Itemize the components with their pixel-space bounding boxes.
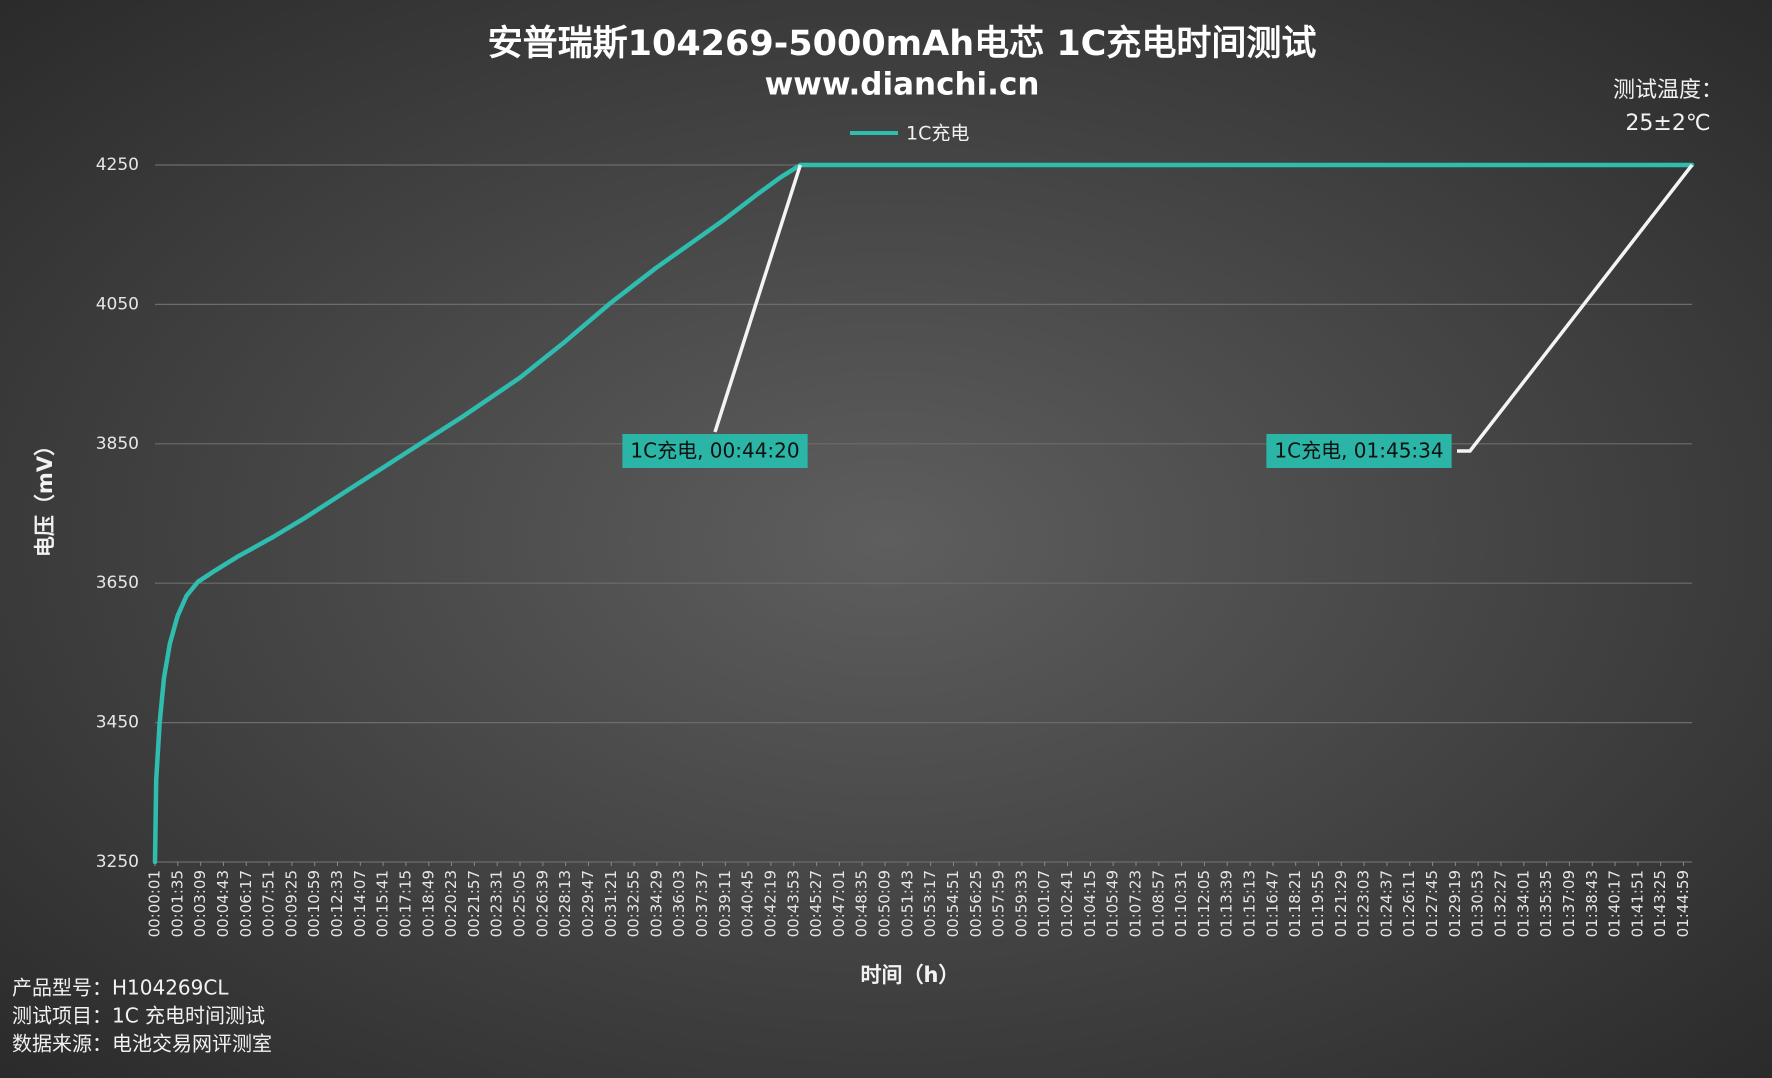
- x-tick-label: 00:59:33: [1012, 870, 1030, 937]
- x-tick-label: 00:21:57: [465, 870, 483, 937]
- x-tick-label: 01:15:13: [1241, 870, 1259, 937]
- chart-subtitle: www.dianchi.cn: [765, 67, 1040, 103]
- y-tick-label: 3250: [96, 852, 139, 872]
- x-tick-label: 00:26:39: [533, 870, 551, 937]
- annotation-box: [1266, 434, 1452, 468]
- x-tick-label: 00:39:11: [716, 870, 734, 937]
- x-tick-label: 00:43:53: [784, 870, 802, 937]
- x-tick-label: 01:19:55: [1309, 870, 1327, 937]
- x-tick-label: 00:10:59: [305, 870, 323, 937]
- x-tick-label: 00:45:27: [807, 870, 825, 937]
- x-tick-label: 00:40:45: [739, 870, 757, 937]
- x-tick-label: 00:31:21: [602, 870, 620, 937]
- x-tick-label: 01:44:59: [1674, 870, 1692, 937]
- x-tick-label: 01:10:31: [1172, 870, 1190, 937]
- x-axis-title: 时间（h）: [861, 963, 960, 987]
- x-tick-label: 01:23:03: [1355, 870, 1373, 937]
- corner-note: 测试温度：: [1613, 78, 1723, 103]
- x-tick-label: 01:40:17: [1606, 870, 1624, 937]
- footer-note: 测试项目：1C 充电时间测试: [12, 1004, 265, 1028]
- x-tick-label: 00:54:51: [944, 870, 962, 937]
- x-tick-label: 01:16:47: [1263, 870, 1281, 937]
- x-tick-label: 00:57:59: [990, 870, 1008, 937]
- legend-label: 1C充电: [906, 123, 969, 145]
- x-tick-label: 01:04:15: [1081, 870, 1099, 937]
- corner-note: 25±2℃: [1625, 111, 1710, 136]
- x-tick-label: 01:24:37: [1377, 870, 1395, 937]
- x-tick-label: 01:18:21: [1286, 870, 1304, 937]
- x-tick-label: 01:35:35: [1537, 870, 1555, 937]
- annotation-label: 1C充电, 00:44:20: [630, 439, 799, 463]
- x-tick-label: 00:17:15: [396, 870, 414, 937]
- x-tick-label: 00:53:17: [921, 870, 939, 937]
- annotation-label: 1C充电, 01:45:34: [1274, 439, 1443, 463]
- x-tick-label: 00:48:35: [853, 870, 871, 937]
- x-tick-label: 01:34:01: [1514, 870, 1532, 937]
- x-tick-label: 00:07:51: [260, 870, 278, 937]
- x-tick-label: 01:12:05: [1195, 870, 1213, 937]
- footer-note: 产品型号：H104269CL: [12, 976, 229, 1000]
- annotation-leader: [1457, 163, 1694, 453]
- x-tick-label: 00:01:35: [168, 870, 186, 937]
- footer-note: 数据来源：电池交易网评测室: [12, 1032, 272, 1056]
- x-tick-label: 00:12:33: [328, 870, 346, 937]
- x-tick-label: 00:14:07: [351, 870, 369, 937]
- x-tick-label: 00:37:37: [693, 870, 711, 937]
- x-tick-label: 00:00:01: [146, 870, 164, 937]
- x-tick-label: 00:56:25: [967, 870, 985, 937]
- x-tick-label: 00:03:09: [191, 870, 209, 937]
- x-tick-label: 01:02:41: [1058, 870, 1076, 937]
- x-tick-label: 00:18:49: [419, 870, 437, 937]
- y-tick-label: 3450: [96, 713, 139, 733]
- y-tick-label: 3850: [96, 434, 139, 454]
- x-tick-label: 00:32:55: [625, 870, 643, 937]
- annotation-leader: [713, 164, 802, 433]
- x-tick-label: 01:32:27: [1491, 870, 1509, 937]
- annotation-box: [622, 434, 808, 468]
- x-tick-label: 01:30:53: [1469, 870, 1487, 937]
- x-tick-label: 01:01:07: [1035, 870, 1053, 937]
- x-tick-label: 01:43:25: [1651, 870, 1669, 937]
- x-tick-label: 01:38:43: [1583, 870, 1601, 937]
- chart-title: 安普瑞斯104269-5000mAh电芯 1C充电时间测试: [488, 24, 1317, 64]
- x-tick-label: 00:23:31: [488, 870, 506, 937]
- x-tick-label: 01:29:19: [1446, 870, 1464, 937]
- x-tick-label: 00:04:43: [214, 870, 232, 937]
- x-tick-label: 00:50:09: [876, 870, 894, 937]
- x-tick-label: 01:27:45: [1423, 870, 1441, 937]
- x-tick-label: 00:25:05: [511, 870, 529, 937]
- x-tick-label: 01:05:49: [1104, 870, 1122, 937]
- x-tick-label: 01:13:39: [1218, 870, 1236, 937]
- x-tick-label: 01:41:51: [1628, 870, 1646, 937]
- x-tick-label: 01:07:23: [1126, 870, 1144, 937]
- x-tick-label: 00:20:23: [442, 870, 460, 937]
- x-tick-label: 00:34:29: [647, 870, 665, 937]
- x-tick-label: 01:26:11: [1400, 870, 1418, 937]
- x-tick-label: 01:08:57: [1149, 870, 1167, 937]
- x-tick-label: 00:09:25: [282, 870, 300, 937]
- series-line: [152, 162, 1695, 865]
- x-tick-label: 00:06:17: [237, 870, 255, 937]
- x-tick-label: 01:21:29: [1332, 870, 1350, 937]
- y-tick-label: 4250: [96, 155, 139, 175]
- x-tick-label: 00:28:13: [556, 870, 574, 937]
- x-tick-label: 00:36:03: [670, 870, 688, 937]
- x-tick-label: 00:15:41: [374, 870, 392, 937]
- x-tick-label: 01:37:09: [1560, 870, 1578, 937]
- x-tick-label: 00:47:01: [830, 870, 848, 937]
- y-axis-title: 电压（mV）: [33, 435, 57, 557]
- x-tick-label: 00:51:43: [898, 870, 916, 937]
- x-tick-label: 00:42:19: [761, 870, 779, 937]
- y-tick-label: 3650: [96, 573, 139, 593]
- y-tick-label: 4050: [96, 294, 139, 314]
- x-tick-label: 00:29:47: [579, 870, 597, 937]
